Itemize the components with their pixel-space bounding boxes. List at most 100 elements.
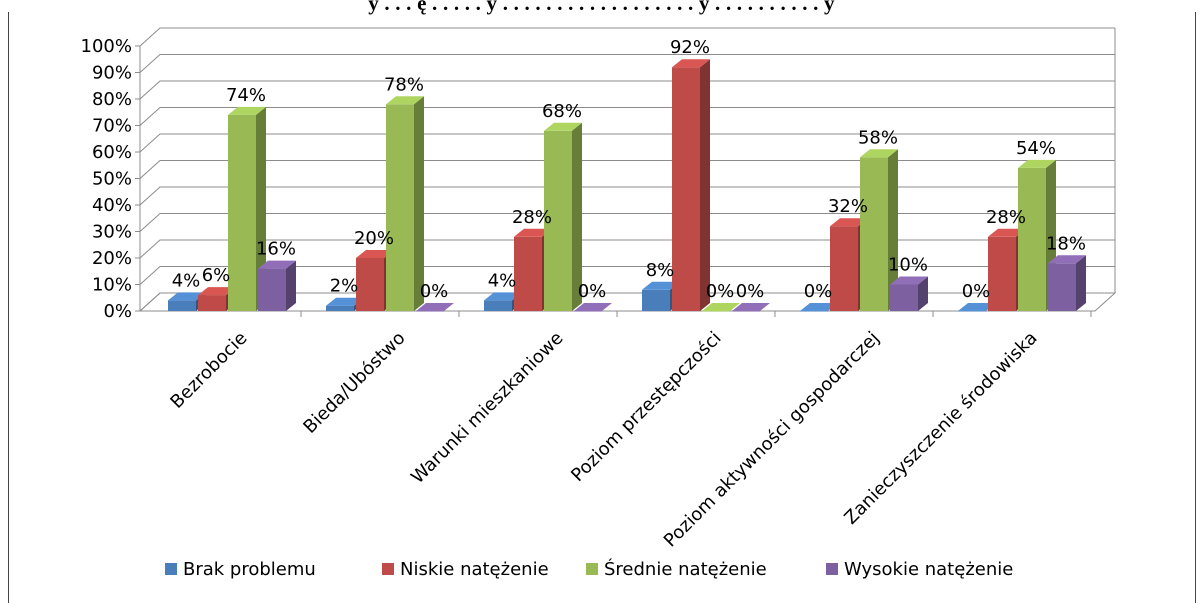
bar-top	[732, 303, 770, 311]
bar-front	[514, 236, 542, 311]
gridline	[139, 160, 1115, 179]
data-label: 4%	[172, 270, 201, 291]
y-tick-label: 20%	[92, 248, 132, 269]
x-tick-label: Bezrobocie	[166, 328, 251, 413]
bar-front	[1018, 167, 1046, 311]
data-label: 18%	[1046, 233, 1086, 254]
data-label: 16%	[256, 239, 296, 260]
legend-label: Wysokie natężenie	[844, 559, 1013, 580]
data-label: 10%	[888, 255, 928, 276]
data-label: 8%	[646, 260, 675, 281]
y-tick-label: 70%	[92, 116, 132, 137]
bar-front	[386, 104, 414, 311]
data-label: 0%	[962, 281, 991, 302]
y-tick-label: 90%	[92, 63, 132, 84]
data-label: 68%	[542, 101, 582, 122]
data-label: 78%	[384, 74, 424, 95]
bar-top	[642, 281, 680, 290]
gridline	[139, 213, 1115, 232]
bar-front	[830, 226, 858, 311]
gridline	[139, 27, 1115, 47]
chart-title: y . . . ę . . . . . y . . . . . . . . . …	[368, 0, 835, 15]
data-label: 0%	[804, 281, 833, 302]
bar-front	[228, 114, 256, 312]
bar-front	[168, 300, 196, 311]
bar-side	[700, 59, 710, 312]
legend-swatch	[165, 563, 177, 575]
data-label: 58%	[858, 127, 898, 148]
bar-top	[168, 292, 206, 301]
gridline	[139, 80, 1115, 100]
legend-swatch	[586, 563, 598, 575]
bar-top	[1018, 159, 1056, 168]
y-tick-label: 40%	[92, 195, 132, 216]
gridline	[139, 292, 1115, 312]
bar-front	[356, 258, 384, 311]
bar-side	[256, 106, 266, 312]
bar-top	[228, 106, 266, 115]
y-tick-label: 10%	[92, 275, 132, 296]
data-label: 92%	[670, 37, 710, 58]
bar-front	[484, 300, 512, 311]
data-label: 54%	[1016, 138, 1056, 159]
data-label: 28%	[512, 207, 552, 228]
data-label: 20%	[354, 228, 394, 249]
bar-top	[890, 276, 928, 285]
bar-side	[572, 122, 582, 311]
bar-top	[1048, 255, 1086, 264]
bar-top	[988, 228, 1026, 237]
bar-front	[416, 311, 444, 312]
bar-front	[642, 289, 670, 311]
gridline	[139, 54, 1115, 73]
bar-front	[958, 311, 986, 312]
data-label: 32%	[828, 196, 868, 217]
legend-label: Niskie natężenie	[400, 559, 549, 580]
data-label: 0%	[578, 281, 607, 302]
bar-top	[702, 303, 740, 311]
bar-top	[544, 122, 582, 131]
bar-top	[416, 303, 454, 311]
bar-side	[918, 276, 928, 311]
y-tick-label: 80%	[92, 89, 132, 110]
data-label: 6%	[202, 265, 231, 286]
x-tick-label: Bieda/Ubóstwo	[299, 328, 409, 438]
bar-front	[258, 268, 286, 311]
bar-front	[800, 311, 828, 312]
bar-top	[672, 59, 710, 68]
bar-front	[732, 311, 760, 312]
y-tick-label: 50%	[92, 169, 132, 190]
bar-top	[484, 292, 522, 301]
data-label: 0%	[736, 281, 765, 302]
data-label: 28%	[986, 207, 1026, 228]
gridline	[139, 239, 1115, 259]
bar-top	[258, 260, 296, 269]
chart-frame	[8, 12, 1196, 603]
gridline	[139, 266, 1115, 285]
bar-front	[988, 236, 1016, 311]
data-label: 0%	[420, 281, 449, 302]
bar-front	[1048, 263, 1076, 311]
bar-top	[860, 149, 898, 158]
bar-front	[860, 157, 888, 311]
x-tick-label: Poziom przestępczości	[567, 328, 725, 486]
bar-front	[326, 305, 354, 311]
bar-front	[702, 311, 730, 312]
bar-top	[326, 297, 364, 306]
bar-side	[286, 260, 296, 311]
bar-side	[888, 149, 898, 311]
bar-front	[574, 311, 602, 312]
legend-label: Średnie natężenie	[604, 558, 767, 580]
y-tick-label: 0%	[103, 301, 132, 322]
y-tick-label: 60%	[92, 142, 132, 163]
legend-swatch	[382, 563, 394, 575]
legend-label: Brak problemu	[183, 559, 316, 580]
bar-front	[672, 67, 700, 311]
bar-top	[574, 303, 612, 311]
bar-front	[890, 284, 918, 311]
bar-top	[800, 303, 838, 311]
bar-side	[1076, 255, 1086, 311]
data-label: 74%	[226, 85, 266, 106]
data-label: 0%	[706, 281, 735, 302]
bar-side	[414, 96, 424, 311]
